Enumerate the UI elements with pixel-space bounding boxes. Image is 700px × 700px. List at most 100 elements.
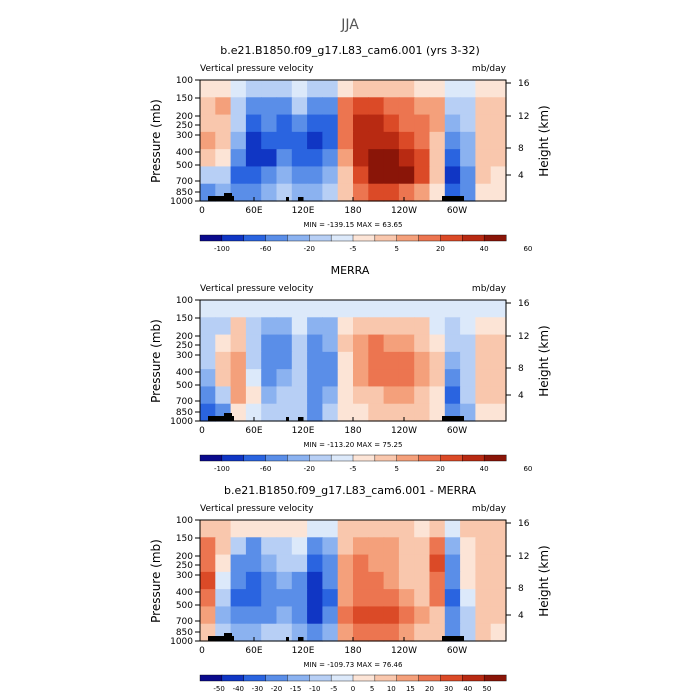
heatmap-cell [276, 589, 293, 608]
heatmap-cell [475, 520, 492, 538]
heatmap-cell [322, 166, 339, 185]
heatmap-cell [276, 80, 293, 98]
x-tick-label: 60W [447, 426, 467, 436]
heatmap-cell [429, 97, 446, 116]
heatmap-cell [276, 571, 293, 590]
heatmap-cell [276, 131, 293, 150]
heatmap-cell [291, 300, 308, 318]
colorbar-swatch [374, 234, 398, 242]
heatmap-cell [368, 554, 385, 573]
topography-mask [286, 637, 289, 641]
heatmap-cell [475, 403, 492, 422]
heatmap-cell [490, 520, 507, 538]
season-title: JJA [340, 17, 359, 33]
x-tick-label: 0 [199, 646, 205, 656]
heatmap-cell [307, 351, 323, 370]
x-tick-label: 180 [344, 206, 361, 216]
colorbar-swatch [374, 454, 398, 462]
heatmap-cell [261, 369, 278, 388]
heatmap-cell [490, 606, 507, 625]
heatmap-cell [230, 386, 247, 405]
heatmap-cell [475, 537, 492, 556]
colorbar-label: 20 [425, 685, 434, 693]
heatmap-cell [307, 97, 323, 116]
heatmap-cell [322, 80, 339, 98]
heatmap-cell [245, 351, 262, 370]
heatmap-cell [215, 537, 232, 556]
heatmap-cell [383, 317, 400, 336]
x-tick-label: 60W [447, 646, 467, 656]
colorbar-label: -20 [304, 245, 315, 253]
heatmap-cell [383, 114, 400, 133]
heatmap-cell [322, 537, 339, 556]
heatmap-cell [245, 166, 262, 185]
heatmap-cell [322, 97, 339, 116]
heatmap-cell [414, 606, 431, 625]
colorbar-swatch [418, 234, 441, 242]
y-axis-title: Pressure (mb) [149, 99, 163, 183]
heatmap-cell [490, 537, 507, 556]
heatmap-cell [429, 403, 446, 422]
colorbar-swatch [287, 674, 310, 682]
units-label: mb/day [472, 504, 507, 514]
heatmap-cell [398, 520, 415, 538]
heatmap-cell [460, 80, 476, 98]
heatmap-cell [215, 520, 232, 538]
heatmap-cell [383, 537, 400, 556]
heatmap-cell [490, 80, 507, 98]
heatmap-cell [215, 131, 232, 150]
heatmap-cell [322, 300, 339, 318]
min-max-label: MIN = -139.15 MAX = 63.65 [304, 221, 403, 229]
pressure-tick-label: 1000 [170, 637, 193, 647]
y2-axis-title: Height (km) [537, 325, 551, 396]
heatmap-cell [368, 114, 385, 133]
heatmap-cell [322, 149, 339, 168]
heatmap-cell [460, 589, 476, 608]
heatmap-cell [460, 97, 476, 116]
colorbar-swatch [309, 674, 332, 682]
heatmap-cell [276, 369, 293, 388]
heatmap-cell [475, 300, 492, 318]
heatmap-cell [475, 80, 492, 98]
heatmap-cell [429, 317, 446, 336]
colorbar-swatch [440, 454, 463, 462]
heatmap-cell [368, 606, 385, 625]
heatmap-cell [276, 606, 293, 625]
heatmap-cell [429, 623, 446, 642]
heatmap-cell [429, 537, 446, 556]
colorbar-label: 40 [463, 685, 472, 693]
colorbar-label: 5 [370, 685, 374, 693]
heatmap-cell [276, 300, 293, 318]
pressure-tick-label: 250 [176, 341, 193, 351]
x-tick-label: 120E [292, 426, 315, 436]
heatmap-cell [261, 537, 278, 556]
heatmap-cells [200, 520, 507, 642]
heatmap-cell [444, 114, 461, 133]
heatmap-cell [383, 183, 400, 202]
heatmap-cell [490, 369, 507, 388]
heatmap-cell [353, 334, 369, 353]
heatmap-cell [414, 520, 431, 538]
heatmap-cell [200, 166, 216, 185]
heatmap-cell [353, 386, 369, 405]
heatmap-cell [200, 300, 216, 318]
heatmap-cell [460, 351, 476, 370]
pressure-tick-label: 200 [176, 332, 193, 342]
height-tick-label: 4 [518, 171, 524, 181]
heatmap-cell [398, 300, 415, 318]
heatmap-cell [444, 166, 461, 185]
heatmap-cell [383, 554, 400, 573]
heatmap-cell [307, 571, 323, 590]
heatmap-cell [383, 334, 400, 353]
heatmap-cell [429, 351, 446, 370]
heatmap-cell [337, 114, 354, 133]
heatmap-cell [276, 623, 293, 642]
colorbar-label: -5 [350, 465, 357, 473]
colorbar-label: -15 [290, 685, 301, 693]
heatmap-cell [353, 623, 369, 642]
heatmap-cell [414, 537, 431, 556]
heatmap-cell [291, 131, 308, 150]
heatmap-cell [261, 520, 278, 538]
heatmap-cell [322, 606, 339, 625]
heatmap-cell [337, 317, 354, 336]
